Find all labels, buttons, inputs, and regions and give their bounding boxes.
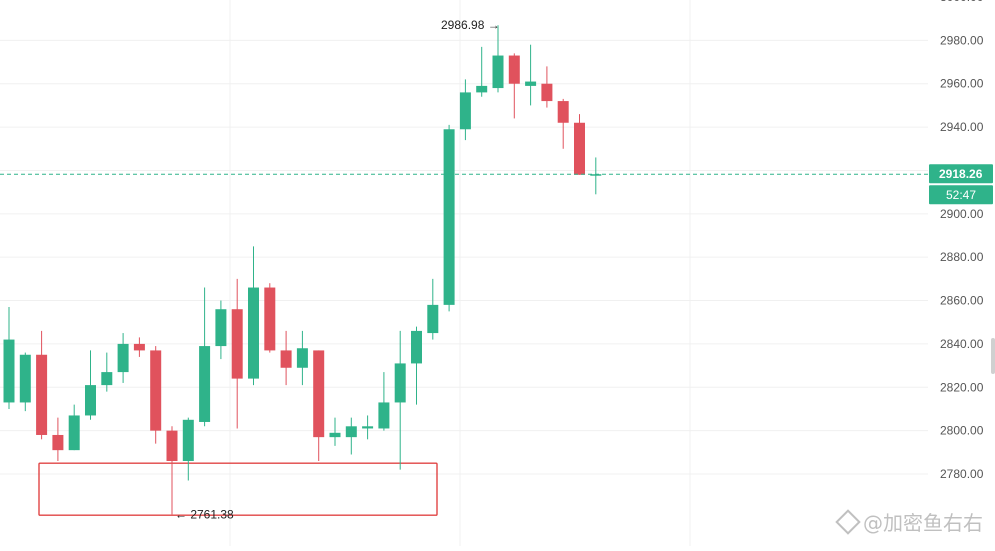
- candle-body[interactable]: [280, 350, 292, 368]
- candle-body[interactable]: [248, 287, 259, 379]
- high-annotation-label: 2986.98 →: [441, 18, 500, 32]
- current-price-badge: [929, 164, 993, 184]
- y-tick-label: 2960.00: [940, 77, 984, 91]
- current-price-label: 2918.26: [939, 167, 983, 181]
- candle-body[interactable]: [199, 346, 211, 422]
- watermark: @加密鱼右右: [835, 507, 983, 536]
- candle-body[interactable]: [313, 350, 325, 438]
- candle-body[interactable]: [394, 363, 406, 403]
- candle-body[interactable]: [541, 83, 553, 102]
- y-tick-label: 2840.00: [940, 337, 984, 351]
- candle-body[interactable]: [85, 385, 96, 416]
- candle-body[interactable]: [492, 55, 504, 89]
- plot-area: [0, 0, 928, 546]
- scrollbar-thumb[interactable]: [991, 338, 995, 374]
- y-tick-label: 2820.00: [940, 380, 984, 394]
- candle-body[interactable]: [362, 426, 374, 429]
- highlight-box: [38, 462, 438, 516]
- candle-body[interactable]: [378, 402, 390, 429]
- candle-body[interactable]: [590, 174, 602, 176]
- candle-body[interactable]: [476, 85, 488, 93]
- candle-body[interactable]: [574, 122, 585, 175]
- candle-body[interactable]: [264, 287, 276, 351]
- candle-body[interactable]: [345, 426, 357, 438]
- candle-body[interactable]: [215, 309, 227, 347]
- candle-body[interactable]: [19, 354, 31, 403]
- countdown-badge: [929, 185, 993, 205]
- candle-body[interactable]: [3, 339, 15, 403]
- y-tick-label: 2940.00: [940, 120, 984, 134]
- y-tick-label: 2800.00: [940, 424, 984, 438]
- candle-body[interactable]: [411, 330, 422, 364]
- y-tick-label: 2980.00: [940, 33, 984, 47]
- price-axis: [928, 0, 995, 546]
- candle-body[interactable]: [182, 419, 194, 461]
- candle-body[interactable]: [427, 304, 439, 334]
- watermark-text: @加密鱼右右: [863, 511, 983, 535]
- candle-body[interactable]: [166, 430, 178, 461]
- candle-body[interactable]: [133, 343, 145, 351]
- candle-body[interactable]: [231, 309, 243, 379]
- candle-body[interactable]: [68, 415, 80, 451]
- candle-body[interactable]: [52, 434, 64, 451]
- binance-diamond-icon: [835, 508, 861, 535]
- countdown-label: 52:47: [946, 188, 976, 202]
- candle-body[interactable]: [36, 354, 48, 435]
- low-annotation-label: ← 2761.38: [175, 507, 234, 521]
- y-tick-label: 3000.00: [940, 0, 984, 4]
- y-tick-label: 2900.00: [940, 207, 984, 221]
- candle-body[interactable]: [557, 101, 569, 123]
- y-tick-label: 2780.00: [940, 467, 984, 481]
- candle-body[interactable]: [101, 372, 113, 386]
- y-tick-label: 2860.00: [940, 294, 984, 308]
- y-tick-label: 2880.00: [940, 250, 984, 264]
- candle-body[interactable]: [150, 350, 162, 431]
- candle-body[interactable]: [443, 129, 455, 305]
- candle-body[interactable]: [508, 55, 520, 84]
- candle-body[interactable]: [117, 343, 129, 373]
- candle-body[interactable]: [296, 348, 308, 368]
- candle-body[interactable]: [459, 92, 471, 130]
- candle-body[interactable]: [525, 81, 537, 86]
- candle-body[interactable]: [329, 432, 341, 438]
